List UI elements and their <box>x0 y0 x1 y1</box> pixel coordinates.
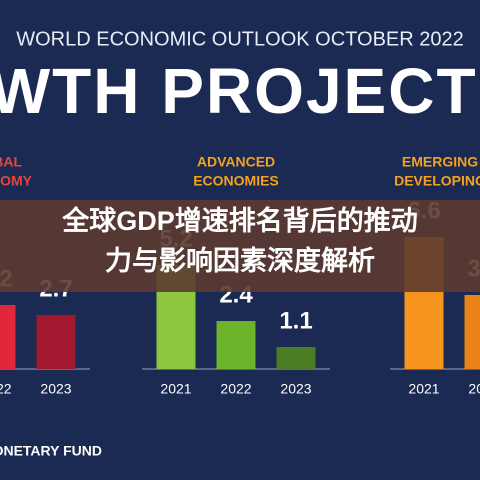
x-tick-label: 2022 <box>0 381 12 397</box>
x-tick-label: 2023 <box>280 381 311 397</box>
panel-title: ECONOMIES <box>193 173 279 189</box>
panel-title: DEVELOPING <box>394 173 480 189</box>
panel-title: ADVANCED <box>197 154 275 170</box>
x-tick-label: 2021 <box>160 381 191 397</box>
x-tick-label: 2022 <box>220 381 251 397</box>
panel-title: ECONOMY <box>0 173 33 189</box>
value-label: 1.1 <box>279 307 312 334</box>
report-title: WORLD ECONOMIC OUTLOOK OCTOBER 2022 <box>16 28 464 50</box>
bar <box>36 315 76 369</box>
footer: INTERNATIONAL MONETARY FUND <box>0 443 102 459</box>
bar <box>464 295 480 369</box>
panel-title: GLOBAL <box>0 154 22 170</box>
bar <box>0 305 16 369</box>
heading: GROWTH PROJECTIONS <box>0 55 480 127</box>
x-tick-label: 2022 <box>468 381 480 397</box>
overlay-banner <box>0 200 480 292</box>
overlay-title: 全球GDP增速排名背后的推动 <box>61 205 418 236</box>
x-tick-label: 2021 <box>408 381 439 397</box>
panel-title: EMERGING <box>402 154 478 170</box>
bar <box>276 347 316 369</box>
overlay-title: 力与影响因素深度解析 <box>105 245 375 276</box>
bar <box>216 321 256 369</box>
x-tick-label: 2023 <box>40 381 71 397</box>
